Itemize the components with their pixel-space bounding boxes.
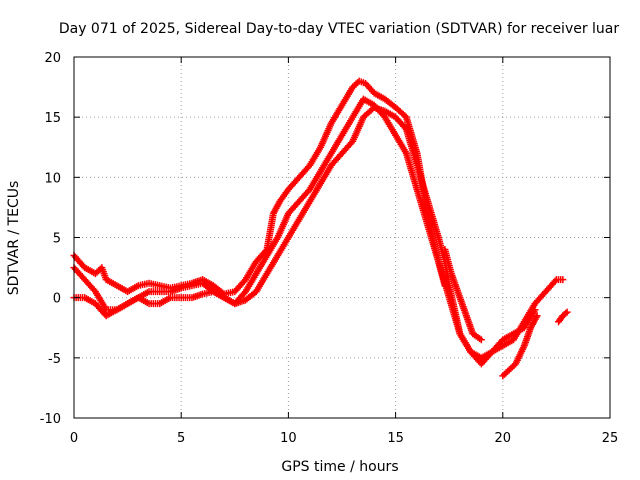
data-point: [533, 312, 541, 320]
y-tick-label: -5: [48, 352, 61, 367]
x-tick-label: 25: [602, 431, 619, 446]
x-tick-label: 10: [280, 431, 297, 446]
y-axis-label: SDTVAR / TECUs: [6, 181, 22, 296]
axis-ticks: 0 5 10 15 20 25 -10 -5 0 5 10 15 20: [40, 51, 619, 446]
data-point: [477, 336, 485, 344]
x-axis-label: GPS time / hours: [281, 459, 398, 475]
x-tick-label: 15: [387, 431, 404, 446]
data-point: [531, 306, 539, 314]
x-tick-label: 20: [495, 431, 512, 446]
x-tick-label: 0: [70, 431, 78, 446]
y-tick-label: 20: [44, 51, 61, 66]
y-tick-label: 0: [53, 292, 61, 307]
x-tick-label: 5: [177, 431, 185, 446]
data-point-trace: [562, 309, 570, 317]
data-point: [559, 276, 567, 284]
chart-title: Day 071 of 2025, Sidereal Day-to-day VTE…: [59, 21, 620, 37]
data-point-trace: [551, 277, 559, 285]
data-points: [70, 77, 571, 380]
y-tick-label: 10: [44, 171, 61, 186]
y-tick-label: 5: [53, 232, 61, 247]
y-tick-label: 15: [44, 111, 61, 126]
data-point: [563, 308, 571, 316]
y-tick-label: -10: [40, 412, 61, 427]
